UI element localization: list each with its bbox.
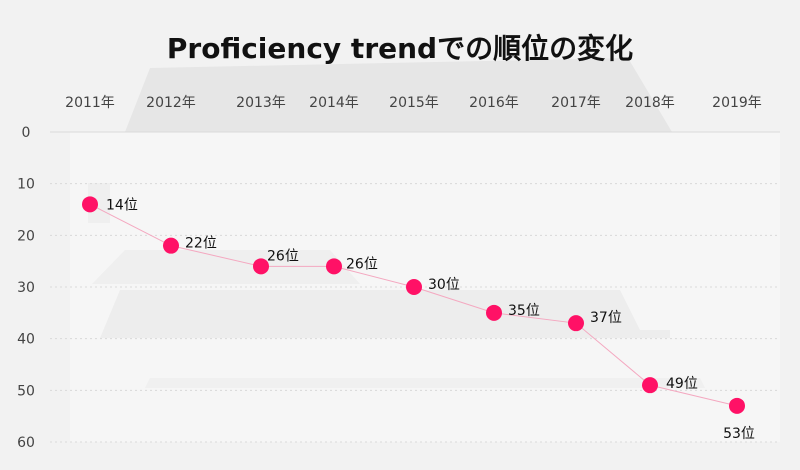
y-tick-label: 50 bbox=[17, 383, 35, 399]
x-tick-label: 2013年 bbox=[236, 95, 286, 111]
data-point bbox=[486, 304, 502, 321]
x-tick-label: 2019年 bbox=[712, 95, 762, 111]
data-point bbox=[163, 237, 179, 254]
y-tick-label: 20 bbox=[17, 228, 35, 244]
data-label: 53位 bbox=[723, 426, 755, 442]
x-axis: 2011年 2012年 2013年 2014年 2015年 2016年 2017年 2018年… bbox=[65, 95, 762, 111]
y-tick-label: 30 bbox=[17, 280, 35, 296]
data-point bbox=[406, 279, 422, 295]
data-point bbox=[642, 377, 658, 394]
data-label: 26位 bbox=[267, 248, 299, 264]
gridlines bbox=[50, 131, 780, 443]
y-tick-label: 10 bbox=[17, 177, 35, 193]
data-label: 49位 bbox=[666, 376, 698, 392]
data-label: 35位 bbox=[508, 303, 540, 319]
data-point bbox=[82, 196, 98, 213]
y-axis: 0 10 20 30 40 50 60 bbox=[17, 125, 35, 451]
x-tick-label: 2014年 bbox=[309, 95, 359, 111]
data-label: 37位 bbox=[590, 310, 622, 326]
data-point bbox=[326, 258, 342, 275]
data-label: 26位 bbox=[346, 256, 378, 272]
x-tick-label: 2011年 bbox=[65, 95, 115, 111]
data-point bbox=[253, 258, 269, 275]
y-tick-label: 40 bbox=[17, 332, 35, 348]
data-label: 22位 bbox=[185, 236, 217, 252]
x-tick-label: 2015年 bbox=[389, 95, 439, 111]
x-tick-label: 2018年 bbox=[625, 95, 675, 111]
series-rank: 14位 22位 26位 26位 30位 35位 37位 49位 53位 bbox=[82, 196, 755, 442]
data-point bbox=[729, 397, 745, 414]
y-tick-label: 60 bbox=[17, 435, 35, 451]
x-tick-label: 2016年 bbox=[469, 95, 519, 111]
chart-title: Proficiency trendでの順位の変化 bbox=[167, 32, 633, 65]
x-tick-label: 2012年 bbox=[146, 95, 196, 111]
data-label: 14位 bbox=[106, 197, 138, 213]
y-tick-label: 0 bbox=[22, 125, 31, 141]
data-point bbox=[568, 315, 584, 332]
data-label: 30位 bbox=[428, 277, 460, 293]
x-tick-label: 2017年 bbox=[551, 95, 601, 111]
